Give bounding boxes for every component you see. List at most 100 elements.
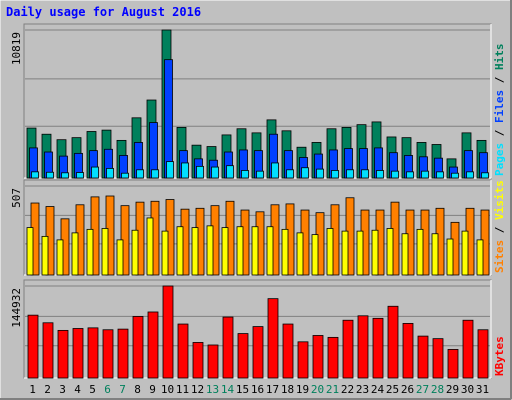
x-tick-label: 28 [431,383,444,396]
kbytes-bar [417,335,429,379]
pages-bar [346,169,354,179]
kbytes-bar [297,341,309,379]
pages-bar [166,161,174,179]
kbytes-bar [117,328,129,379]
x-tick-label: 5 [89,383,96,396]
files-bar [164,59,173,179]
x-tick-label: 26 [401,383,414,396]
x-tick-label: 10 [161,383,174,396]
pages-bar [241,170,249,179]
x-tick-label: 12 [191,383,204,396]
kbytes-bar [132,316,144,379]
visits-bar [161,230,169,276]
x-tick-label: 7 [119,383,126,396]
visits-bar [116,239,124,276]
x-tick-label: 14 [221,383,235,396]
pages-bar [61,172,69,179]
kbytes-bar [27,314,39,379]
visits-bar [206,225,214,276]
pages-bar [256,170,264,179]
pages-bar [31,171,39,179]
kbytes-bar [162,285,174,379]
x-tick-label: 23 [356,383,369,396]
visits-bar [41,235,49,276]
pages-bar [136,169,144,179]
visits-bar [416,228,424,276]
visits-bar [86,228,94,276]
x-tick-label: 2 [44,383,51,396]
visits-bar [131,229,139,276]
kbytes-bar [147,311,159,379]
visits-bar [296,232,304,276]
pages-bar [106,168,114,179]
pages-bar [316,168,324,179]
panel-hits-files-pages: 10819 Pages / Files / Hits [10,23,506,179]
pages-bar [196,165,204,179]
kbytes-bar [477,329,489,379]
pages-bar [181,162,189,179]
pages-bar [376,170,384,179]
kbytes-bar [402,323,414,379]
legend-part: / [493,220,506,240]
visits-bar [341,230,349,276]
kbytes-bar [447,349,459,379]
kbytes-bar [267,298,279,379]
x-tick-label: 17 [266,383,279,396]
visits-bar [461,230,469,276]
x-tick-label: 1 [29,383,36,396]
kbytes-bar [312,335,324,379]
kbytes-bar [252,326,264,379]
panel-visits-sites-legend: Sites / Visits [493,180,506,273]
pages-bar [121,172,129,179]
x-tick-label: 3 [59,383,66,396]
panel-kbytes-legend: KBytes [493,336,506,376]
pages-bar [286,169,294,179]
legend-part: / [493,123,506,143]
kbytes-bar [387,305,399,379]
panel-hits-files-pages-legend: Pages / Files / Hits [493,44,506,177]
legend-part: / [493,70,506,90]
pages-bar [76,172,84,179]
x-tick-label: 6 [104,383,111,396]
x-tick-label: 8 [134,383,141,396]
x-axis-labels: 1 2 3 4 5 6 7 8 9 10 11 12 13 14 15 16 17 18 19 20 21 22 23 24 2… [29,383,489,396]
legend-part: Hits [493,44,506,71]
x-tick-label: 18 [281,383,294,396]
kbytes-bar [342,319,354,379]
visits-bar [251,226,259,276]
pages-bar [151,169,159,179]
pages-bar [211,166,219,179]
visits-bar [101,228,109,276]
pages-bar [406,171,414,179]
kbytes-bar [177,323,189,379]
pages-bar [421,170,429,179]
pages-bar [436,171,444,179]
x-tick-label: 15 [236,383,249,396]
visits-bar [371,229,379,276]
pages-bar [271,162,279,179]
y-max-label: 144932 [10,288,23,328]
x-tick-label: 22 [341,383,354,396]
y-max-label: 10819 [10,32,23,65]
visits-bar [386,228,394,276]
legend-part: Sites [493,240,506,273]
kbytes-bar [222,316,234,379]
pages-bar [46,171,54,179]
kbytes-bar [57,329,69,379]
x-tick-label: 13 [206,383,219,396]
visits-bar [56,239,64,276]
legend-part: Files [493,90,506,123]
x-tick-label: 19 [296,383,309,396]
kbytes-bar [72,328,84,379]
visits-bar [221,227,229,276]
kbytes-bar [237,333,249,379]
legend-part: Visits [493,180,506,220]
x-tick-label: 24 [371,383,385,396]
kbytes-bar [327,336,339,379]
visits-bar [356,230,364,276]
kbytes-bar [42,322,54,379]
pages-bar [361,169,369,179]
kbytes-bar [357,315,369,379]
